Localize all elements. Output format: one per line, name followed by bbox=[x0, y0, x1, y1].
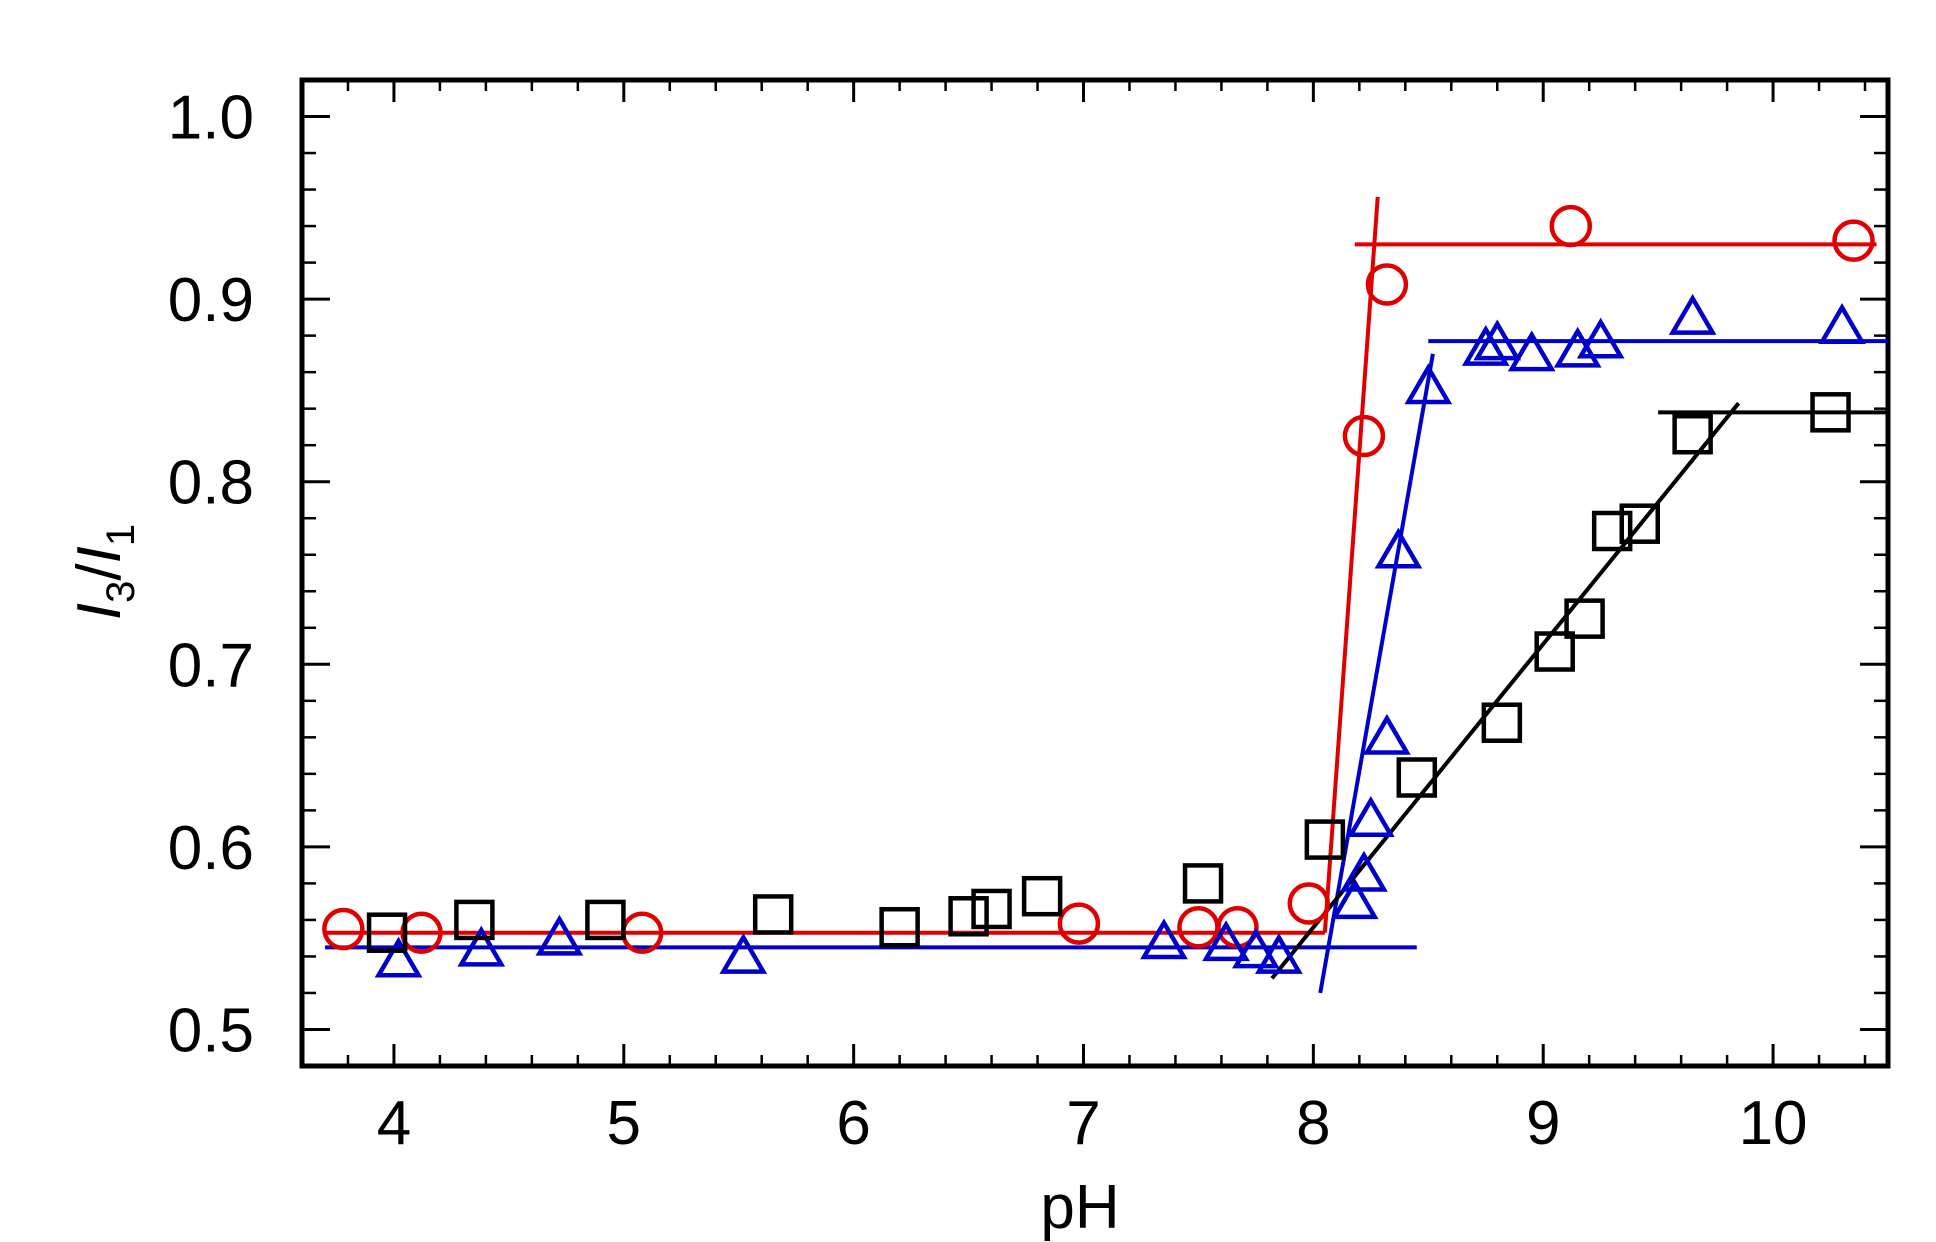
square-point bbox=[1021, 875, 1063, 917]
square-point bbox=[1481, 702, 1523, 743]
y-axis-title-slash: / bbox=[65, 563, 134, 581]
square-point bbox=[1396, 757, 1438, 798]
data-points bbox=[322, 204, 1875, 978]
triangle-point bbox=[1363, 713, 1411, 755]
triangle-point bbox=[535, 914, 584, 956]
square-point bbox=[366, 912, 408, 953]
y-tick-label: 0.7 bbox=[168, 631, 254, 700]
y-axis-title-sub1: 3 bbox=[99, 581, 143, 603]
plot-frame bbox=[299, 77, 1891, 1069]
y-axis-title-sub2: 1 bbox=[99, 524, 143, 546]
y-axis-title-part1: I bbox=[65, 603, 134, 620]
fit-lines bbox=[324, 196, 1888, 994]
triangle-point bbox=[457, 925, 506, 967]
triangle-point bbox=[1576, 317, 1625, 359]
circle-point bbox=[1832, 219, 1875, 262]
x-axis-title: pH bbox=[1040, 1173, 1119, 1242]
circle-point bbox=[1365, 263, 1409, 306]
square-point bbox=[454, 899, 495, 941]
square-point bbox=[1304, 819, 1346, 860]
triangle-point bbox=[1461, 324, 1510, 366]
square-point bbox=[1619, 503, 1661, 544]
y-tick-label: 0.9 bbox=[168, 266, 254, 335]
circle-series-fit-line bbox=[1322, 196, 1380, 933]
x-tick-label: 6 bbox=[836, 1089, 870, 1158]
square-point bbox=[1591, 510, 1633, 552]
triangle-point bbox=[719, 932, 768, 974]
axis-ticks bbox=[300, 78, 1888, 1068]
square-point bbox=[752, 894, 794, 935]
x-tick-label: 9 bbox=[1526, 1089, 1560, 1158]
triangle-point bbox=[1507, 330, 1556, 372]
y-axis-title-part2: I bbox=[65, 546, 134, 563]
triangle-series-fit-line bbox=[1318, 353, 1435, 994]
triangle-point bbox=[1255, 932, 1303, 974]
triangle-point bbox=[374, 936, 423, 978]
circle-point bbox=[400, 911, 443, 954]
square-point bbox=[1534, 631, 1575, 672]
x-tick-label: 4 bbox=[377, 1089, 411, 1158]
triangle-point bbox=[1232, 927, 1280, 969]
triangle-point bbox=[1473, 319, 1522, 361]
square-point bbox=[948, 896, 989, 937]
circle-point bbox=[1177, 905, 1220, 949]
triangle-point bbox=[1668, 293, 1717, 335]
triangle-point bbox=[1202, 920, 1250, 962]
square-point bbox=[971, 888, 1012, 930]
y-tick-label: 0.5 bbox=[168, 996, 254, 1065]
tick-labels: 4 5 6 7 8 9 10 0.5 0.6 0.7 0.8 0.9 1.0 bbox=[168, 84, 1808, 1158]
square-point bbox=[1672, 413, 1713, 455]
y-axis-title: I3/I1 bbox=[65, 524, 143, 620]
square-point bbox=[1182, 863, 1224, 904]
circle-point bbox=[1287, 882, 1331, 925]
x-tick-label: 10 bbox=[1739, 1089, 1808, 1158]
triangle-point bbox=[1140, 918, 1188, 960]
y-tick-label: 0.6 bbox=[168, 814, 254, 883]
x-tick-label: 7 bbox=[1066, 1089, 1100, 1158]
y-tick-label: 0.8 bbox=[168, 449, 254, 518]
triangle-point bbox=[1818, 303, 1866, 344]
triangle-point bbox=[1404, 363, 1453, 405]
circle-point bbox=[1057, 902, 1101, 945]
x-tick-label: 5 bbox=[607, 1089, 641, 1158]
square-point bbox=[879, 906, 920, 948]
triangle-point bbox=[1346, 796, 1395, 837]
triangle-point bbox=[1340, 850, 1388, 892]
x-tick-label: 8 bbox=[1296, 1089, 1330, 1158]
circle-point bbox=[322, 907, 365, 951]
square-point bbox=[585, 899, 626, 941]
square-point bbox=[1810, 392, 1851, 433]
circle-point bbox=[1549, 204, 1593, 248]
square-point bbox=[1564, 598, 1605, 639]
circle-point bbox=[1342, 414, 1386, 458]
triangle-point bbox=[1374, 527, 1423, 569]
triangle-point bbox=[1330, 878, 1379, 920]
y-tick-label: 1.0 bbox=[168, 84, 254, 153]
